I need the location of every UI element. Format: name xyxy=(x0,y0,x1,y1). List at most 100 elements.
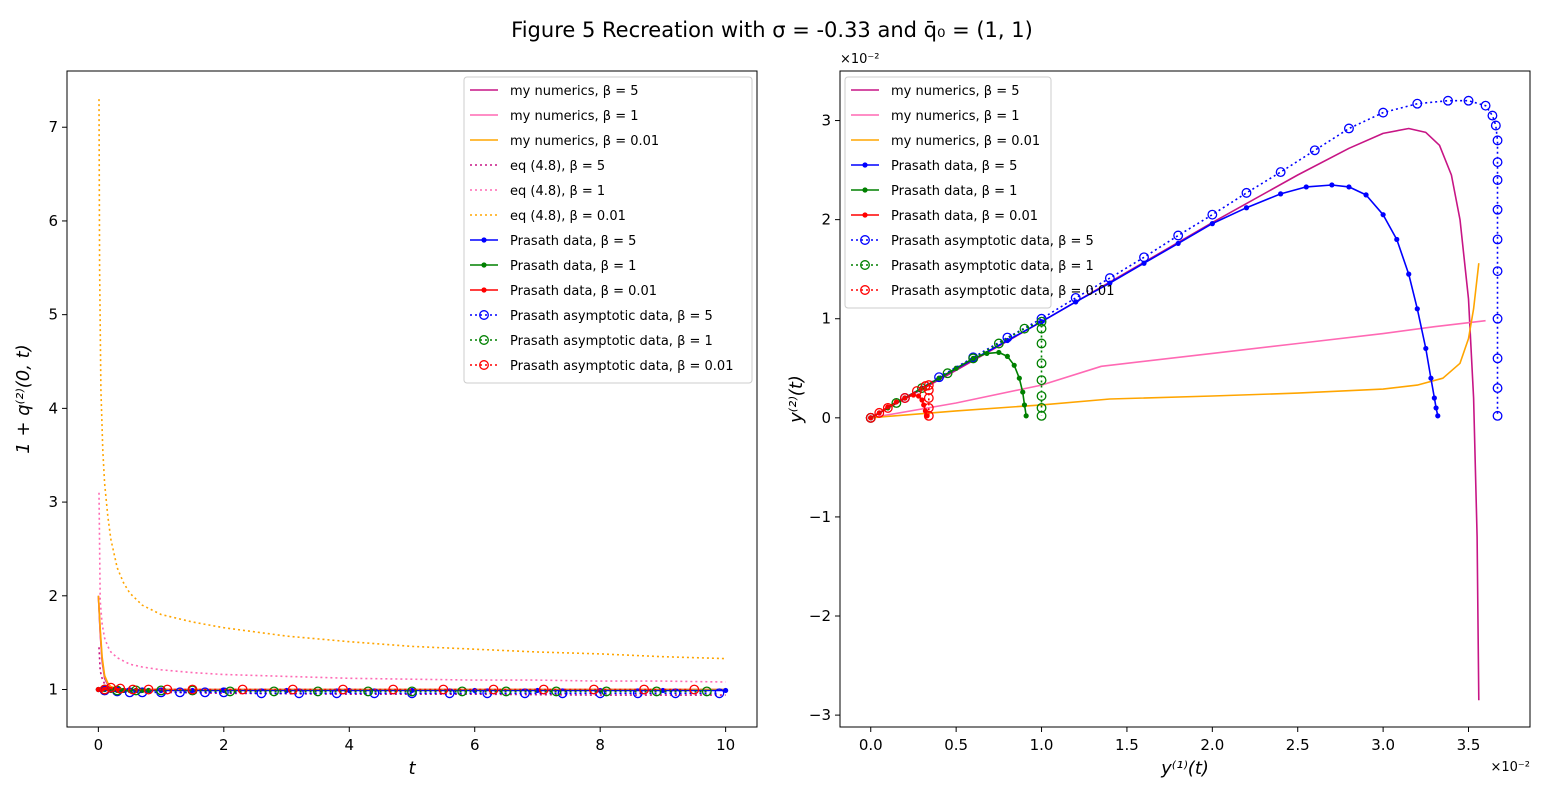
data-point xyxy=(1011,362,1017,368)
data-point xyxy=(1412,98,1423,109)
series-line-1 xyxy=(97,595,726,691)
data-point xyxy=(225,686,236,697)
data-point xyxy=(885,404,891,410)
legend-label: my numerics, β = 0.01 xyxy=(891,134,1040,149)
data-point xyxy=(660,687,666,694)
data-point xyxy=(865,412,876,423)
y-tick-label: −3 xyxy=(809,706,831,724)
data-point xyxy=(1414,306,1420,312)
series-line-1 xyxy=(870,319,1486,419)
data-point xyxy=(911,386,922,397)
data-point xyxy=(1036,410,1047,421)
data-point xyxy=(1380,212,1386,218)
data-point xyxy=(601,686,612,697)
axes-frame xyxy=(839,70,1531,728)
data-point xyxy=(1378,107,1389,118)
data-point xyxy=(1036,402,1047,413)
series-line-5 xyxy=(98,99,726,660)
x-offset-label: ×10⁻² xyxy=(1490,760,1530,775)
data-point xyxy=(1490,120,1501,131)
data-point xyxy=(1346,184,1352,190)
data-point xyxy=(187,684,198,695)
data-point xyxy=(984,350,990,357)
series-line-7 xyxy=(870,320,1043,419)
data-point xyxy=(1020,389,1026,395)
data-point xyxy=(1492,266,1503,277)
data-point xyxy=(457,686,468,697)
legend-label: Prasath asymptotic data, β = 5 xyxy=(510,309,713,324)
data-point xyxy=(1428,375,1434,381)
legend: my numerics, β = 5 my numerics, β = 1 my n… xyxy=(844,76,1114,309)
data-point xyxy=(1019,323,1030,334)
legend: my numerics, β = 5 my numerics, β = 1 my n… xyxy=(463,76,753,384)
legend-marker xyxy=(862,212,868,218)
y-tick-label: 5 xyxy=(48,306,58,324)
x-tick-label: 6 xyxy=(470,736,480,754)
series-line-11 xyxy=(104,686,695,691)
data-point xyxy=(876,410,882,416)
plot-area xyxy=(865,95,1503,701)
y-tick-label: −2 xyxy=(809,607,831,625)
data-point xyxy=(174,687,185,698)
data-point xyxy=(1329,182,1335,188)
y-tick-label: 2 xyxy=(821,211,831,229)
data-point xyxy=(1492,383,1503,394)
data-point xyxy=(891,398,902,408)
legend-marker xyxy=(481,237,487,243)
legend-marker xyxy=(862,187,868,193)
data-point xyxy=(269,686,279,697)
data-point xyxy=(256,688,267,699)
data-point xyxy=(923,410,934,421)
data-point xyxy=(538,684,549,695)
data-point xyxy=(910,392,917,398)
data-point xyxy=(996,349,1002,356)
data-point xyxy=(1309,145,1320,156)
data-point xyxy=(1004,353,1010,359)
legend-marker xyxy=(862,162,868,168)
data-point xyxy=(200,687,210,698)
legend-label: Prasath asymptotic data, β = 0.01 xyxy=(891,284,1114,299)
x-tick-label: 3.0 xyxy=(1371,736,1395,754)
data-point xyxy=(1175,240,1181,247)
data-point xyxy=(1002,332,1013,343)
data-point xyxy=(1303,184,1309,190)
data-point xyxy=(1021,402,1028,408)
data-point xyxy=(1209,221,1215,227)
data-point xyxy=(501,686,512,697)
y-tick-label: 1 xyxy=(48,681,58,699)
series-line-3 xyxy=(98,647,726,696)
data-point xyxy=(1036,391,1047,401)
data-point xyxy=(1492,157,1503,168)
data-point xyxy=(1036,323,1047,334)
series-line-3 xyxy=(870,184,1439,419)
data-point xyxy=(1480,100,1491,111)
data-point xyxy=(923,393,934,403)
x-tick-label: 4 xyxy=(344,736,354,754)
data-point xyxy=(1104,273,1115,284)
legend-marker xyxy=(481,262,487,268)
data-point xyxy=(1431,395,1437,401)
series-line-0 xyxy=(97,595,726,691)
data-point xyxy=(1363,192,1369,198)
data-point xyxy=(1435,413,1441,419)
x-tick-label: 0.0 xyxy=(859,736,883,754)
data-point xyxy=(919,397,925,403)
data-point xyxy=(99,684,110,695)
data-point xyxy=(651,686,662,697)
legend-label: eq (4.8), β = 0.01 xyxy=(510,209,626,224)
data-point xyxy=(874,407,885,418)
data-point xyxy=(338,684,348,695)
legend-marker xyxy=(860,235,870,245)
data-point xyxy=(1394,236,1400,243)
data-point xyxy=(1487,110,1498,121)
data-point xyxy=(218,687,229,698)
data-point xyxy=(1036,313,1047,324)
legend-box xyxy=(844,76,1052,309)
figure-title: Figure 5 Recreation with σ = -0.33 and q… xyxy=(511,18,1033,42)
data-point xyxy=(1241,187,1252,198)
x-tick-label: 1.0 xyxy=(1030,736,1054,754)
data-point xyxy=(1492,175,1503,185)
data-point xyxy=(488,684,499,695)
data-point xyxy=(1423,345,1429,352)
